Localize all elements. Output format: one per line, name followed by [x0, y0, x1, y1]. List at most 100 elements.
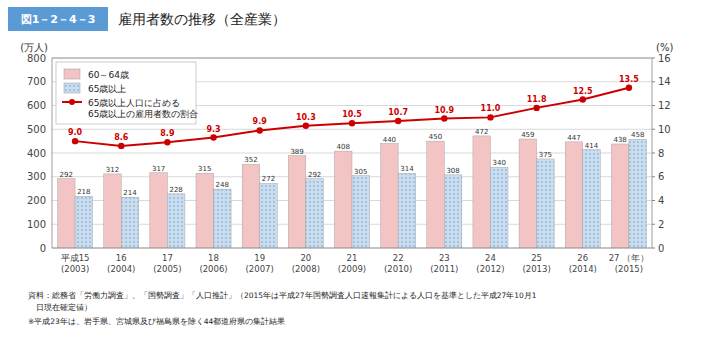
y2-tick — [652, 81, 655, 82]
line-label: 9.9 — [253, 117, 268, 126]
plot-area — [58, 84, 647, 248]
bar-label: 214 — [123, 189, 137, 197]
legend-label: 65歳以上 — [88, 84, 126, 94]
y-tick-label: 700 — [27, 76, 46, 87]
y2-tick — [652, 153, 655, 154]
x-tick-label: 20(2008) — [292, 253, 320, 274]
x-tick-label: 23(2011) — [430, 253, 458, 274]
text-line: (2007) — [246, 264, 274, 274]
bar-label: 314 — [400, 165, 414, 173]
bar — [104, 174, 122, 248]
text-line: 平成15 — [61, 253, 90, 263]
x-tick-label: 26(2014) — [569, 253, 597, 274]
bar — [306, 179, 324, 248]
bar — [288, 156, 306, 248]
bar-label: 450 — [429, 133, 442, 141]
legend-label: 65歳以上人口に占める65歳以上の雇用者数の割合 — [88, 98, 198, 119]
bar-label: 308 — [446, 167, 459, 175]
legend-swatch — [69, 99, 75, 105]
y2-tick-label: 12 — [658, 100, 671, 111]
y2-tick — [652, 129, 655, 130]
text-line: (2012) — [476, 264, 504, 274]
y-tick-label: 0 — [40, 243, 46, 254]
line-marker — [303, 122, 309, 128]
line-label: 11.0 — [481, 104, 501, 113]
bar-label: 440 — [383, 136, 396, 144]
text-line: 65歳以上 — [88, 84, 126, 94]
bar — [611, 144, 629, 248]
y-tick-label: 100 — [27, 219, 46, 230]
line-marker — [118, 143, 124, 149]
bar-label: 228 — [169, 186, 182, 194]
bar — [537, 159, 555, 248]
y-tick-label: 300 — [27, 171, 46, 182]
bar — [444, 175, 462, 248]
text-line: 27 （年） — [609, 253, 650, 263]
footnote: ※平成23年は、岩手県、宮城県及び福島県を除く44都道府県の集計結果 — [28, 317, 285, 326]
footnote: 資料：総務省「労働力調査」、「国勢調査」「人口推計」（2015年は平成27年国勢… — [28, 291, 537, 300]
bar-label: 458 — [631, 131, 644, 139]
line-label: 9.0 — [68, 128, 83, 137]
line-label: 10.3 — [296, 113, 316, 122]
bar-series — [58, 136, 629, 248]
y2-tick — [652, 200, 655, 201]
y-axis-label: (万人) — [20, 42, 48, 53]
bar-label: 375 — [539, 151, 552, 159]
text-line: (2006) — [199, 264, 227, 274]
line-marker — [72, 138, 78, 144]
bar — [629, 139, 647, 248]
title-box — [8, 7, 108, 31]
bar-label: 438 — [613, 136, 626, 144]
y2-tick-label: 4 — [658, 195, 664, 206]
bar — [150, 173, 168, 248]
y2-tick-label: 6 — [658, 171, 664, 182]
text-line: 20 — [300, 253, 311, 263]
legend-label: 60～64歳 — [88, 70, 129, 80]
line-label: 8.6 — [114, 133, 129, 142]
y2-tick-label: 14 — [658, 76, 671, 87]
y2-tick-label: 0 — [658, 243, 664, 254]
bar — [260, 183, 278, 248]
line-marker — [580, 96, 586, 102]
text-line: 21 — [347, 253, 358, 263]
bar-label: 312 — [106, 166, 119, 174]
bar-label: 218 — [77, 188, 90, 196]
line-marker — [349, 120, 355, 126]
bar — [398, 173, 416, 248]
bar — [334, 151, 352, 248]
y2-tick — [652, 58, 655, 59]
x-tick-label: 17(2005) — [153, 253, 181, 274]
y2-tick — [652, 176, 655, 177]
line-label: 8.9 — [160, 129, 175, 138]
x-tick-label: 平成15(2003) — [61, 253, 90, 274]
text-line: (2011) — [430, 264, 458, 274]
bar — [352, 176, 370, 248]
figure-number: 図1－2－4－3 — [21, 13, 96, 26]
bar-label: 248 — [216, 181, 229, 189]
line-marker — [487, 114, 493, 120]
bar-label: 317 — [152, 165, 165, 173]
line-label: 10.5 — [342, 110, 362, 119]
x-tick-label: 19(2007) — [246, 253, 274, 274]
bar — [121, 197, 139, 248]
bar-label: 292 — [308, 171, 321, 179]
y2-tick — [652, 224, 655, 225]
y-tick-label: 800 — [27, 53, 46, 64]
text-line: 60～64歳 — [88, 70, 129, 80]
line-marker — [533, 105, 539, 111]
y-tick-label: 500 — [27, 124, 46, 135]
x-tick-label: 21(2009) — [338, 253, 366, 274]
title: 雇用者数の推移（全産業） — [118, 11, 286, 27]
bar-label: 352 — [244, 156, 257, 164]
bar — [58, 179, 76, 248]
text-line: (2013) — [522, 264, 550, 274]
text-line: (2003) — [61, 264, 89, 274]
bar — [583, 150, 601, 248]
plot-frame — [52, 58, 652, 248]
y-tick-label: 400 — [27, 148, 46, 159]
grid — [52, 58, 652, 248]
text-line: (2015) — [615, 264, 643, 274]
line-label: 10.9 — [434, 106, 454, 115]
bar — [490, 167, 508, 248]
text-line: 22 — [393, 253, 404, 263]
